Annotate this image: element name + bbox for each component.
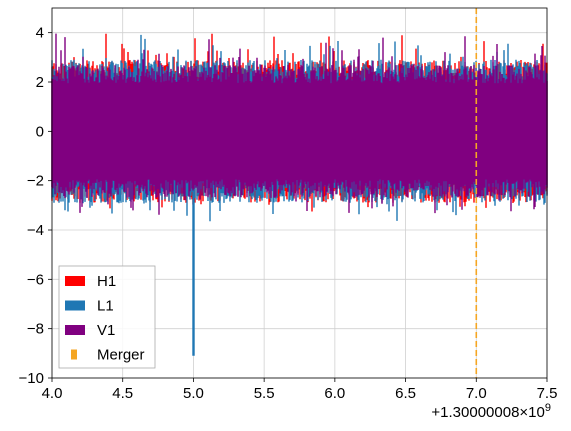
legend-swatch-h1 (65, 276, 85, 286)
legend-label-v1: V1 (97, 322, 115, 339)
x-offset-value: +1.30000008 (431, 404, 519, 421)
y-tick-label: 2 (36, 74, 44, 91)
y-tick-label: −6 (27, 271, 44, 288)
y-axis: 4 2 0 −2 −4 −6 −8 −10 (19, 25, 52, 387)
legend-swatch-v1 (65, 325, 85, 335)
plot-frame (51, 7, 548, 379)
x-axis: 4.0 4.5 5.0 5.5 6.0 6.5 7.0 7.5 (42, 378, 558, 402)
series-band-V1 (52, 83, 547, 180)
x-tick-label: 4.0 (42, 385, 63, 402)
y-tick-label: 0 (36, 123, 44, 140)
y-tick-label: −8 (27, 321, 44, 338)
legend-swatch-l1 (65, 300, 85, 311)
x-tick-label: 4.5 (112, 385, 133, 402)
y-tick-label: −2 (27, 173, 44, 190)
legend-label-l1: L1 (97, 298, 114, 315)
x-tick-label: 6.0 (324, 385, 345, 402)
x-tick-label: 6.5 (395, 385, 416, 402)
y-tick-label: 4 (36, 25, 44, 42)
x-offset-label: +1.30000008×109 (431, 402, 551, 421)
x-tick-label: 5.5 (254, 385, 275, 402)
legend: H1 L1 V1 Merger (58, 265, 156, 369)
x-offset-base: ×10 (519, 404, 544, 421)
x-offset-exponent: 9 (545, 402, 551, 414)
y-tick-label: −10 (19, 370, 44, 387)
legend-label-merger: Merger (97, 347, 145, 364)
series-layer (51, 33, 548, 356)
y-tick-label: −4 (27, 222, 44, 239)
legend-swatch-merger (71, 349, 77, 360)
legend-label-h1: H1 (97, 273, 116, 290)
x-tick-label: 7.0 (466, 385, 487, 402)
x-tick-label: 5.0 (183, 385, 204, 402)
x-tick-label: 7.5 (537, 385, 558, 402)
